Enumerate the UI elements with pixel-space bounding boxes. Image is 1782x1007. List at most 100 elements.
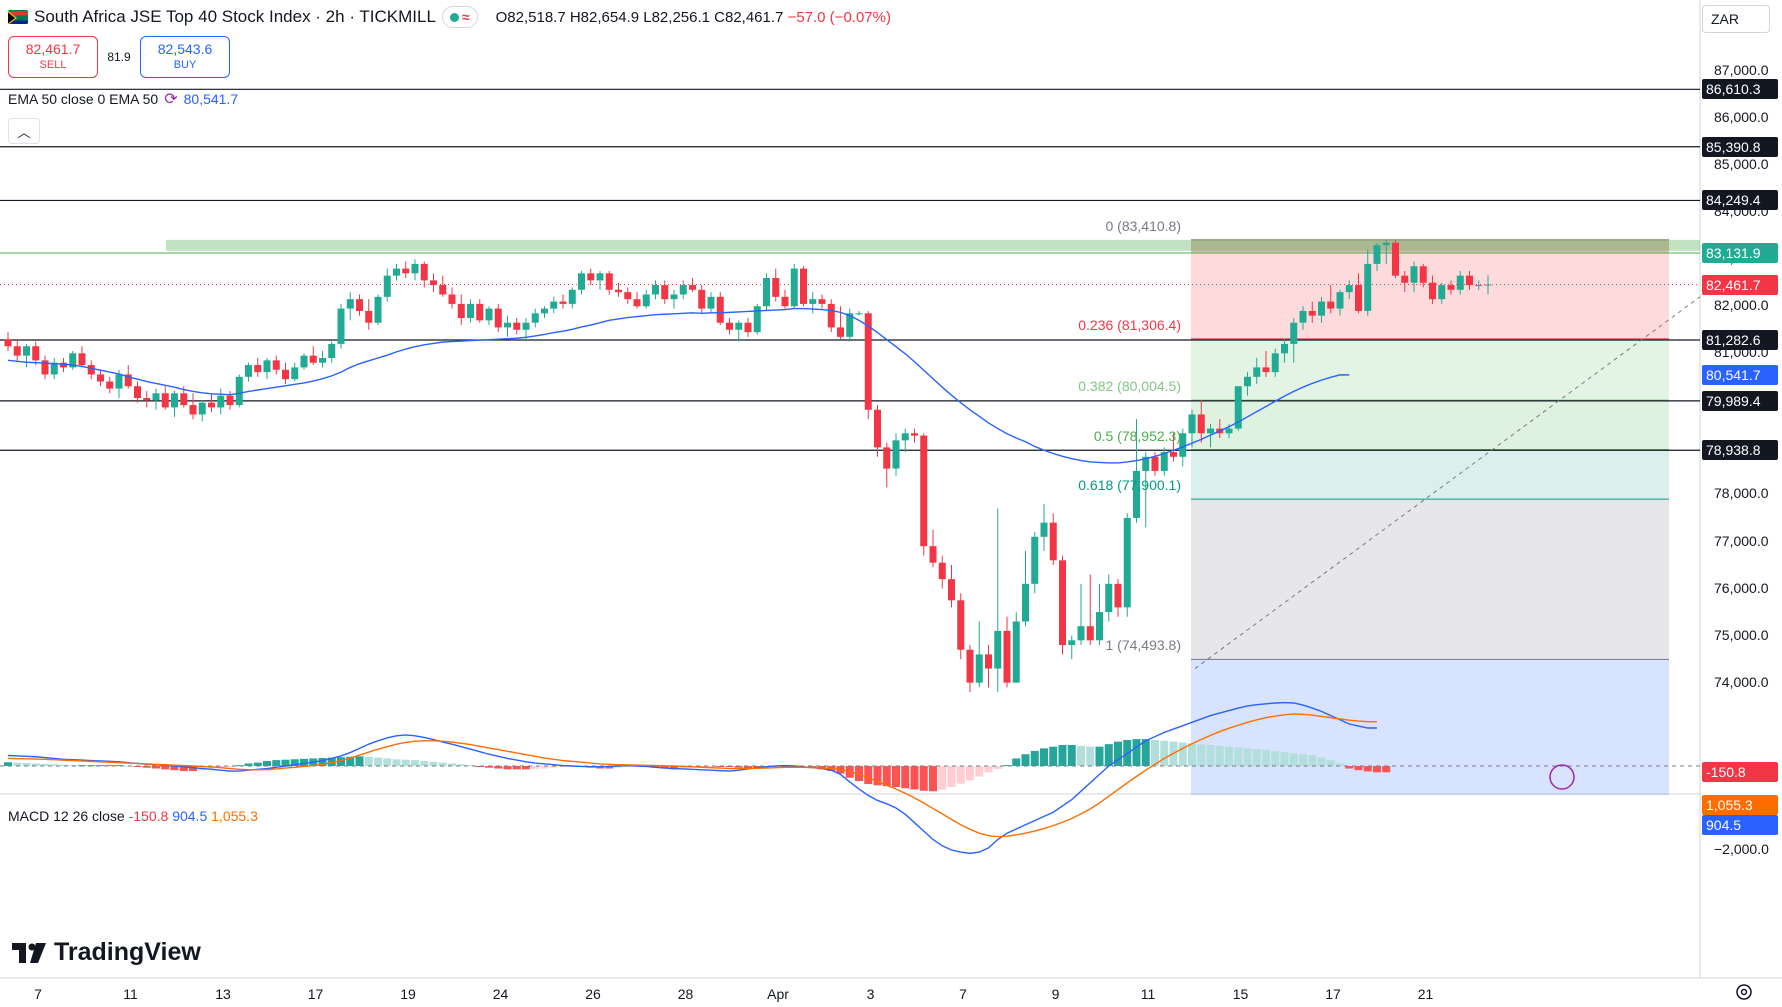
candle-body — [855, 313, 863, 315]
currency-selector[interactable]: ZAR — [1702, 5, 1770, 33]
candle-body — [263, 360, 271, 373]
tradingview-logo[interactable]: TradingView — [12, 938, 201, 967]
refresh-icon[interactable]: ⟳ — [164, 91, 178, 108]
macd-histogram-bar — [901, 766, 910, 789]
candle-body — [1290, 322, 1298, 344]
candle-body — [985, 654, 992, 669]
macd-histogram-bar — [1382, 766, 1391, 773]
resistance-zone — [166, 239, 1700, 251]
macd-histogram-bar — [290, 759, 299, 766]
macd-histogram-bar — [1373, 766, 1381, 773]
fib-top-band — [1191, 238, 1669, 253]
macd-histogram-bar — [1326, 760, 1335, 766]
candle-body — [624, 292, 632, 300]
candle-body — [171, 393, 178, 408]
macd-histogram-bar — [1030, 750, 1039, 766]
macd-histogram-bar — [411, 760, 419, 766]
collapse-legend-button[interactable]: ︿ — [8, 118, 40, 144]
lightning-icon[interactable] — [1549, 764, 1575, 790]
macd-histogram-bar — [1178, 742, 1187, 766]
candle-body — [920, 435, 928, 547]
macd-histogram-bar — [1077, 745, 1085, 766]
macd-histogram-bar — [1141, 739, 1150, 766]
candle-body — [1234, 386, 1242, 429]
chart-header: South Africa JSE Top 40 Stock Index · 2h… — [8, 6, 891, 28]
candle-body — [864, 313, 872, 410]
candle-body — [50, 362, 58, 375]
price-scale-label: 75,000.0 — [1714, 626, 1769, 643]
candle-body — [69, 353, 77, 368]
candle-body — [1401, 275, 1409, 283]
candle-body — [1197, 414, 1205, 434]
fib-level-label: 0.618 (77,900.1) — [1078, 477, 1181, 494]
candle-body — [531, 313, 539, 323]
buy-button[interactable]: 82,543.6 BUY — [140, 36, 230, 78]
macd-histogram-bar — [855, 766, 863, 782]
candle-body — [1225, 428, 1233, 434]
price-tag: 82,461.7 — [1702, 274, 1778, 295]
ema-legend-label: EMA 50 close 0 EMA 50 — [8, 91, 159, 107]
macd-histogram-bar — [882, 766, 891, 787]
candle-body — [1114, 583, 1122, 608]
candle-body — [1031, 536, 1039, 584]
date-label: 21 — [1417, 986, 1434, 1002]
macd-histogram-bar — [364, 756, 373, 766]
macd-histogram-bar — [670, 766, 678, 770]
wave-icon: ≈ — [461, 9, 470, 25]
candle-body — [735, 322, 743, 330]
macd-histogram-bar — [1151, 739, 1159, 766]
macd-histogram-bar — [1188, 743, 1196, 766]
market-status-pill[interactable]: ≈ — [441, 6, 478, 28]
candle-body — [1207, 428, 1214, 434]
macd-histogram-bar — [892, 766, 900, 787]
change-value: −57.0 (−0.07%) — [787, 8, 891, 26]
macd-histogram-bar — [494, 766, 503, 769]
macd-histogram-bar — [235, 765, 244, 767]
ema-legend[interactable]: EMA 50 close 0 EMA 50 ⟳ 80,541.7 — [8, 89, 238, 109]
date-label: 11 — [123, 986, 138, 1002]
open-value: O82,518.7 — [495, 8, 566, 26]
candle-body — [837, 327, 844, 337]
fib-extension-zone — [1191, 659, 1669, 795]
macd-histogram-bar — [679, 766, 688, 769]
candle-body — [827, 303, 835, 328]
candle-body — [568, 289, 576, 304]
price-tag: 86,610.3 — [1702, 79, 1778, 100]
macd-histogram-bar — [226, 766, 234, 767]
macd-histogram-bar — [346, 756, 355, 766]
ema-50-line — [7, 307, 1350, 464]
macd-histogram-bar — [50, 764, 59, 766]
fib-zone — [1191, 400, 1669, 450]
macd-histogram-bar — [59, 764, 68, 766]
macd-histogram-bar — [1003, 765, 1011, 767]
candle-body — [1355, 285, 1362, 311]
macd-histogram-bar — [1299, 754, 1307, 766]
macd-histogram-bar — [1197, 744, 1206, 766]
candle-body — [235, 376, 243, 406]
macd-histogram-bar — [614, 766, 623, 768]
macd-histogram-bar — [438, 762, 447, 766]
candle-body — [763, 278, 770, 307]
macd-histogram-bar — [1225, 746, 1233, 766]
candle-body — [161, 393, 169, 408]
candle-body — [402, 268, 410, 274]
macd-histogram-bar — [1067, 745, 1076, 766]
candle-body — [800, 268, 807, 304]
candle-body — [698, 289, 706, 309]
macd-histogram-bar — [1280, 752, 1289, 766]
candle-body — [1105, 583, 1113, 613]
sell-button[interactable]: 82,461.7 SELL — [8, 36, 98, 78]
settings-gear-icon[interactable] — [1734, 982, 1754, 1002]
symbol-title[interactable]: South Africa JSE Top 40 Stock Index · 2h… — [34, 7, 436, 26]
candle-body — [1419, 266, 1427, 283]
macd-legend[interactable]: MACD 12 26 close -150.8 904.5 1,055.3 — [8, 808, 258, 824]
sell-price: 82,461.7 — [25, 41, 81, 57]
buy-label: BUY — [173, 59, 197, 71]
price-scale-label: 78,000.0 — [1714, 485, 1769, 502]
macd-histogram-bar — [31, 763, 40, 766]
macd-tag: -150.8 — [1702, 762, 1778, 783]
trade-panel: 82,461.7 SELL 81.9 82,543.6 BUY — [8, 36, 230, 78]
candle-body — [846, 313, 854, 337]
candle-body — [467, 303, 474, 319]
